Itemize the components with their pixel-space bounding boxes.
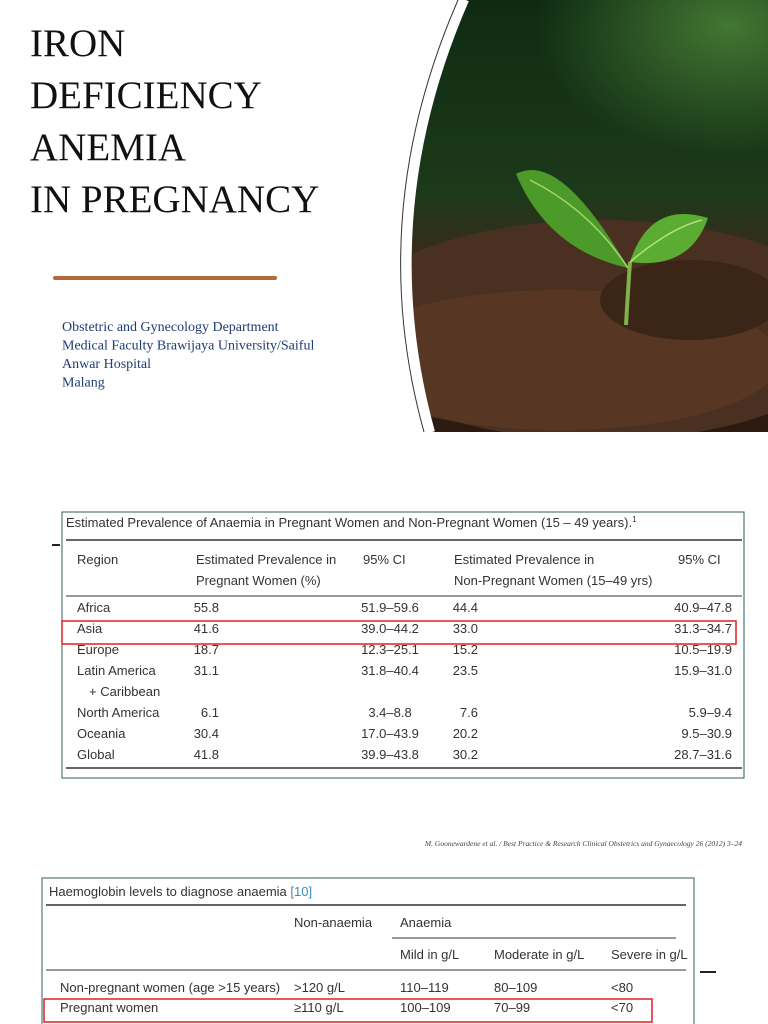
table-border [41,877,695,1024]
column-header: Estimated Prevalence in [196,552,336,567]
citation: M. Goonewardene et al. / Best Practice &… [424,839,742,848]
column-header: Non-Pregnant Women (15–49 yrs) [454,573,652,588]
group-header: Anaemia [400,915,452,930]
table-caption: Haemoglobin levels to diagnose anaemia [… [49,884,312,899]
region-name: Oceania [77,726,126,741]
table-cell: 70–99 [494,1000,530,1015]
group-header: Non-anaemia [294,915,373,930]
column-header: Estimated Prevalence in [454,552,594,567]
affiliation-line: Anwar Hospital [62,357,151,372]
region-name: Global [77,747,115,762]
table-cell: 3.4–8.8 [368,705,411,720]
table-cell: 5.9–9.4 [689,705,732,720]
table-cell: 44.4 [453,600,478,615]
table-cell: 40.9–47.8 [674,600,732,615]
highlight-box [61,620,737,645]
table-cell: Pregnant women [60,1000,158,1015]
table-cell: 33.0 [453,621,478,636]
highlight-box [43,998,653,1023]
table-cell: 39.0–44.2 [361,621,419,636]
column-header: Region [77,552,118,567]
table-cell: <80 [611,980,633,995]
title-line: DEFICIENCY [30,74,262,117]
haemoglobin-table: Haemoglobin levels to diagnose anaemia [… [41,877,695,1024]
title-line: IN PREGNANCY [30,178,319,221]
prevalence-table: Estimated Prevalence of Anaemia in Pregn… [61,511,745,779]
region-name: + Caribbean [89,684,160,699]
affiliation-line: Medical Faculty Brawijaya University/Sai… [62,339,314,354]
table-cell: 31.8–40.4 [361,663,419,678]
sub-header: Severe in g/L [611,947,688,962]
table-cell: 15.2 [453,642,478,657]
table-cell: Non-pregnant women (age >15 years) [60,980,280,995]
column-header: 95% CI [363,552,406,567]
title-line: IRON [30,22,125,65]
table-cell: 6.1 [201,705,219,720]
affiliation-line: Malang [62,376,105,391]
table-cell: 9.5–30.9 [681,726,732,741]
table-cell: 80–109 [494,980,537,995]
region-name: North America [77,705,160,720]
column-header: Pregnant Women (%) [196,573,321,588]
region-name: Europe [77,642,119,657]
table-cell: 20.2 [453,726,478,741]
table-cell: 18.7 [194,642,219,657]
table-cell: 55.8 [194,600,219,615]
table-cell: 41.8 [194,747,219,762]
table-cell: <70 [611,1000,633,1015]
table-cell: 39.9–43.8 [361,747,419,762]
sub-header: Moderate in g/L [494,947,584,962]
table-caption: Estimated Prevalence of Anaemia in Pregn… [66,515,637,530]
table-cell: 41.6 [194,621,219,636]
table-cell: 7.6 [460,705,478,720]
table-cell: 51.9–59.6 [361,600,419,615]
region-name: Africa [77,600,111,615]
table-cell: 12.3–25.1 [361,642,419,657]
table-cell: 100–109 [400,1000,451,1015]
table-cell: 10.5–19.9 [674,642,732,657]
table-cell: 31.1 [194,663,219,678]
table-cell: 28.7–31.6 [674,747,732,762]
plant-image [408,0,768,432]
table-cell: 30.2 [453,747,478,762]
sub-header: Mild in g/L [400,947,459,962]
table-cell: 30.4 [194,726,219,741]
table-cell: ≥110 g/L [294,1000,344,1015]
region-name: Asia [77,621,103,636]
title-line: ANEMIA [30,126,186,169]
table-cell: 110–119 [400,980,449,995]
table-cell: 23.5 [453,663,478,678]
region-name: Latin America [77,663,157,678]
table-cell: 17.0–43.9 [361,726,419,741]
table-cell: 15.9–31.0 [674,663,732,678]
table-cell: >120 g/L [294,980,345,995]
affiliation-line: Obstetric and Gynecology Department [62,320,279,335]
table-border [61,511,745,779]
table-cell: 31.3–34.7 [674,621,732,636]
column-header: 95% CI [678,552,721,567]
